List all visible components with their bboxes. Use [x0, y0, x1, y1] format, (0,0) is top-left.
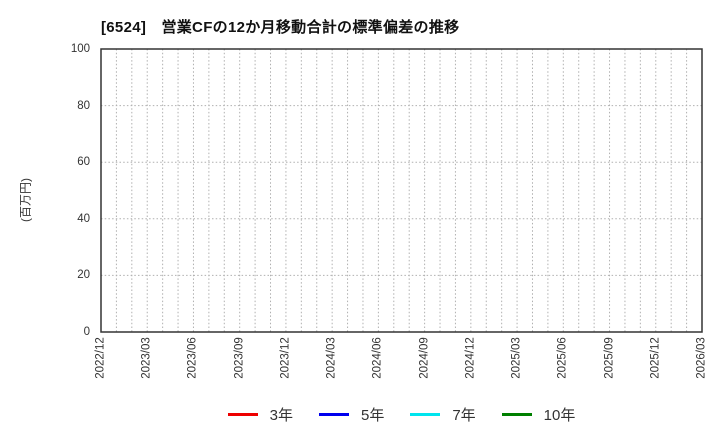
legend-item-5年: 5年 — [318, 404, 385, 425]
x-tick-label: 2025/03 — [510, 337, 523, 379]
legend-label: 5年 — [360, 406, 385, 424]
y-tick-label: 60 — [77, 156, 90, 169]
y-tick-label: 80 — [77, 99, 90, 112]
y-tick-label: 20 — [77, 269, 90, 282]
y-tick-label: 100 — [70, 43, 90, 55]
legend-label: 10年 — [543, 406, 576, 424]
legend-label: 3年 — [269, 406, 293, 424]
x-tick-label: 2025/09 — [603, 337, 616, 379]
legend-line-swatch — [410, 412, 441, 416]
legend: 3年 5年 7年 10年 — [101, 403, 702, 425]
x-tick-label: 2022/12 — [94, 337, 107, 379]
legend-item-3年: 3年 — [227, 404, 293, 425]
x-tick-label: 2026/03 — [695, 337, 708, 379]
x-tick-label: 2023/09 — [233, 337, 246, 379]
y-tick-label: 40 — [77, 212, 90, 225]
legend-line-swatch — [501, 412, 532, 416]
x-tick-label: 2024/03 — [325, 337, 338, 379]
x-tick-label: 2025/06 — [556, 337, 569, 379]
legend-label: 7年 — [452, 406, 476, 424]
x-tick-label: 2024/12 — [464, 337, 477, 379]
y-tick-label: 0 — [83, 326, 90, 338]
x-tick-label: 2024/09 — [418, 337, 431, 379]
x-tick-label: 2023/12 — [279, 337, 292, 379]
x-tick-label: 2023/03 — [140, 337, 153, 379]
legend-item-7年: 7年 — [410, 404, 476, 425]
x-tick-label: 2023/06 — [186, 337, 199, 379]
legend-item-10年: 10年 — [501, 404, 576, 425]
legend-line-swatch — [318, 412, 349, 416]
x-tick-label: 2024/06 — [371, 337, 384, 379]
chart-title: [6524] 営業CFの12か月移動合計の標準偏差の推移 — [101, 19, 460, 36]
legend-line-swatch — [227, 412, 258, 416]
x-tick-label: 2025/12 — [649, 337, 662, 379]
plot-border — [100, 48, 703, 333]
